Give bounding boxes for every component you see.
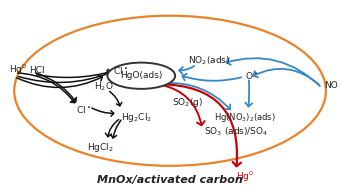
Text: Cl$^\bullet$: Cl$^\bullet$	[114, 65, 129, 76]
Text: Hg$^0$: Hg$^0$	[236, 170, 254, 184]
Text: MnOx/activated carbon: MnOx/activated carbon	[97, 175, 243, 184]
Text: SO$_3$ (ads)/SO$_4$: SO$_3$ (ads)/SO$_4$	[204, 126, 268, 138]
Text: H$_2$O: H$_2$O	[94, 81, 114, 93]
Text: HgCl$_2$: HgCl$_2$	[87, 141, 114, 153]
Ellipse shape	[107, 63, 175, 89]
Text: HgO(ads): HgO(ads)	[120, 71, 162, 80]
Text: NO: NO	[324, 81, 338, 90]
Text: NO$_2$(ads): NO$_2$(ads)	[188, 54, 230, 67]
Text: HCl: HCl	[29, 66, 45, 75]
Text: Hg(NO$_3$)$_2$(ads): Hg(NO$_3$)$_2$(ads)	[214, 111, 276, 124]
Text: Hg$^0$: Hg$^0$	[9, 63, 27, 77]
Text: O$^\bullet$: O$^\bullet$	[245, 70, 258, 81]
Text: SO$_2$(g): SO$_2$(g)	[172, 95, 203, 108]
Text: Hg$_2$Cl$_2$: Hg$_2$Cl$_2$	[121, 111, 152, 124]
Text: Cl$^\bullet$: Cl$^\bullet$	[76, 104, 91, 115]
